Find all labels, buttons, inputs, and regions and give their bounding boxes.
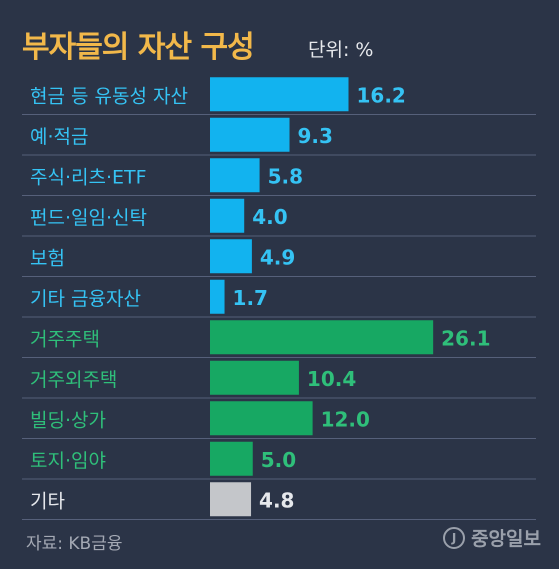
category-label: 기타 금융자산: [30, 288, 141, 310]
category-label: 보험: [30, 247, 65, 269]
logo-text: 중앙일보: [471, 528, 541, 550]
value-label: 1.7: [233, 286, 268, 310]
category-label: 주식·리츠·ETF: [30, 166, 147, 188]
value-label: 12.0: [321, 407, 370, 431]
bar: [210, 239, 252, 274]
category-label: 예·적금: [30, 126, 88, 148]
bar: [210, 320, 434, 355]
value-label: 10.4: [307, 367, 356, 391]
publisher-logo: J 중앙일보: [443, 524, 541, 551]
value-label: 5.0: [261, 448, 296, 472]
bar: [210, 198, 245, 233]
bar: [210, 401, 313, 436]
bar: [210, 482, 252, 517]
bar: [210, 117, 290, 152]
bar: [210, 77, 349, 112]
category-label: 기타: [30, 490, 65, 512]
value-label: 9.3: [298, 124, 333, 148]
bar: [210, 279, 225, 314]
category-label: 빌딩·상가: [30, 409, 106, 431]
category-label: 거주외주택: [30, 369, 117, 391]
category-label: 펀드·일임·신탁: [30, 207, 147, 229]
value-label: 5.8: [268, 164, 303, 188]
bar: [210, 158, 260, 193]
value-label: 16.2: [357, 83, 406, 107]
value-label: 26.1: [441, 326, 490, 350]
category-label: 토지·임야: [30, 450, 106, 472]
value-label: 4.9: [260, 245, 295, 269]
unit-label: 단위: %: [308, 39, 374, 61]
value-label: 4.0: [252, 205, 287, 229]
chart-title: 부자들의 자산 구성: [22, 30, 255, 65]
value-label: 4.8: [259, 488, 294, 512]
source-note: 자료: KB금융: [26, 534, 123, 554]
category-label: 거주주택: [30, 328, 100, 350]
bar: [210, 360, 299, 395]
logo-mark-icon: J: [443, 526, 466, 549]
category-label: 현금 등 유동성 자산: [30, 85, 188, 107]
bar: [210, 441, 253, 476]
